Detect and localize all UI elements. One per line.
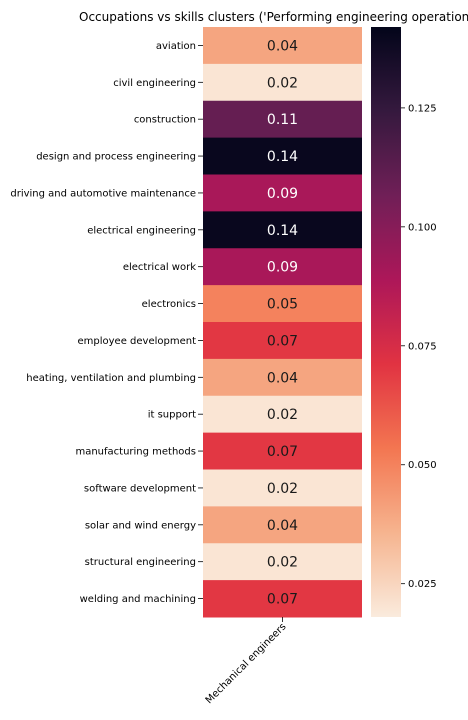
cell-value-label: 0.04 [267, 38, 298, 54]
row-label: employee development [77, 336, 196, 347]
heatmap-cell [203, 211, 362, 249]
row-label: construction [134, 115, 196, 126]
colorbar-tick-label: 0.025 [408, 579, 437, 590]
heatmap-cell [203, 580, 362, 618]
cell-value-label: 0.09 [267, 186, 298, 202]
chart-title: Occupations vs skills clusters ('Perform… [79, 10, 468, 24]
cell-value-label: 0.11 [267, 112, 298, 128]
cell-value-label: 0.07 [267, 333, 298, 349]
heatmap-cell [203, 358, 362, 397]
heatmap-cell [203, 137, 362, 175]
cell-value-label: 0.09 [267, 260, 298, 276]
colorbar-tick-label: 0.100 [408, 222, 437, 233]
row-label: civil engineering [113, 78, 196, 89]
row-label: electronics [142, 299, 196, 310]
heatmap-cell [203, 322, 362, 360]
row-labels: aviation civil engineering construction des… [10, 41, 203, 605]
heatmap-cell [203, 285, 362, 323]
heatmap-cell [203, 63, 362, 102]
colorbar-tick-label: 0.050 [408, 460, 437, 471]
heatmap-cell [203, 174, 362, 212]
heatmap-cell [203, 248, 362, 286]
cell-value-label: 0.14 [267, 223, 298, 239]
cell-value-label: 0.02 [267, 481, 298, 497]
heatmap-cells: 0.04 0.02 0.11 0.14 0.09 0.14 0.09 0.05 0.07 0.04… [203, 27, 362, 618]
cell-value-label: 0.04 [267, 518, 298, 534]
row-label: electrical engineering [87, 225, 196, 236]
heatmap-cell [203, 543, 362, 581]
row-label: design and process engineering [36, 152, 196, 163]
colorbar-tick-label: 0.075 [408, 341, 437, 352]
row-label: it support [148, 410, 196, 421]
colorbar-tick-label: 0.125 [408, 103, 437, 114]
heatmap-cell [203, 432, 362, 470]
cell-value-label: 0.02 [267, 75, 298, 91]
row-label: heating, ventilation and plumbing [26, 373, 196, 384]
heatmap-cell [203, 27, 362, 65]
cell-value-label: 0.07 [267, 592, 298, 608]
heatmap-cell [203, 469, 362, 507]
colorbar-gradient [371, 27, 401, 617]
cell-value-label: 0.05 [267, 297, 298, 313]
row-label: structural engineering [85, 557, 196, 568]
cell-value-label: 0.07 [267, 444, 298, 460]
column-label: Mechanical engineers [204, 621, 289, 706]
heatmap-cell [203, 395, 362, 434]
cell-value-label: 0.02 [267, 407, 298, 423]
row-label: solar and wind energy [85, 520, 196, 531]
row-label: aviation [156, 41, 196, 52]
colorbar: 0.025 0.050 0.075 0.100 0.125 [371, 27, 437, 617]
cell-value-label: 0.02 [267, 555, 298, 571]
row-label: manufacturing methods [75, 447, 196, 458]
heatmap-cell [203, 100, 362, 139]
cell-value-label: 0.14 [267, 149, 298, 165]
column-labels: Mechanical engineers [204, 617, 289, 706]
row-label: welding and machining [80, 594, 196, 605]
heatmap-cell [203, 506, 362, 544]
row-label: electrical work [123, 262, 196, 273]
row-label: software development [84, 483, 196, 494]
cell-value-label: 0.04 [267, 370, 298, 386]
row-label: driving and automotive maintenance [10, 188, 196, 199]
